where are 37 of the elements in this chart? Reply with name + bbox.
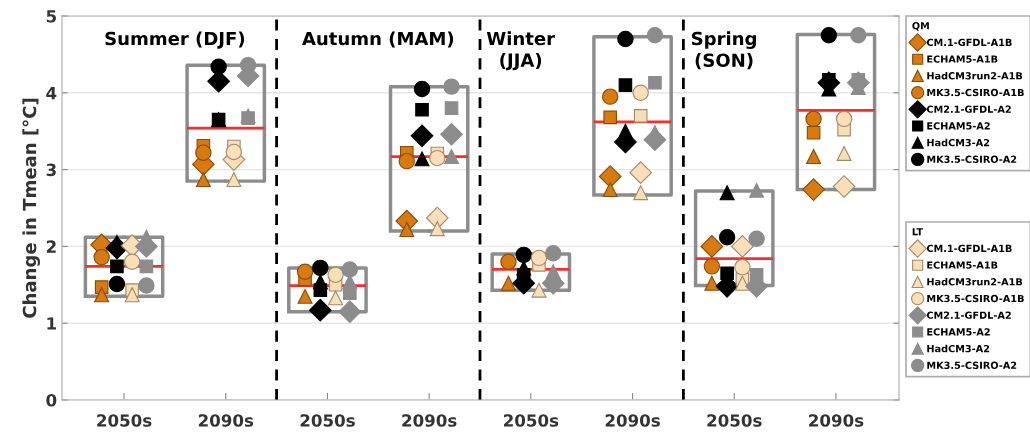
legend-label: CM2.1-GFDL-A2 — [926, 311, 1011, 319]
x-tick-label: 2050s — [97, 414, 152, 427]
text: LT — [912, 228, 923, 236]
annotation: Autumn (MAM) — [302, 31, 454, 48]
legend-label: ECHAM5-A2 — [927, 328, 990, 336]
legend-label: HadCM3run2-A1B — [927, 71, 1023, 80]
legend-label: MK3.5-CSIRO-A1B — [927, 294, 1024, 303]
legend-label: ECHAM5-A1B — [927, 55, 998, 63]
legend-label: MK3.5-CSIRO-A1B — [927, 88, 1024, 97]
y-tick-label: 5 — [46, 10, 56, 23]
annotation: Winter (JJA) — [486, 31, 555, 71]
y-tick-label: 4 — [46, 86, 57, 100]
y-axis-title: Change in Tmean [°C] — [22, 98, 40, 318]
x-tick-label: 2050s — [300, 414, 355, 427]
x-tick-label: 2050s — [504, 414, 559, 427]
x-tick-label: 2050s — [707, 414, 762, 427]
x-tick-label: 2090s — [809, 414, 864, 427]
legend-label: HadCM3run2-A1B — [927, 277, 1023, 286]
y-tick-label: 3 — [46, 163, 56, 177]
annotation: Summer (DJF) — [105, 31, 245, 49]
legend-label: CM2.1-GFDL-A2 — [926, 105, 1011, 113]
x-tick-label: 2090s — [198, 414, 254, 427]
x-tick-label: 2090s — [605, 414, 660, 427]
legend-label: CM.1-GFDL-A1B — [926, 38, 1012, 47]
text: QM — [912, 22, 929, 31]
annotation: Spring (SON) — [691, 31, 756, 70]
legend-label: MK3.5-CSIRO-A2 — [927, 361, 1017, 369]
legend-label: ECHAM5-A1B — [927, 261, 998, 269]
legend-label: HadCM3-A2 — [927, 344, 990, 353]
y-tick-label: 0 — [46, 393, 57, 407]
y-tick-label: 2 — [46, 240, 56, 253]
x-tick-label: 2090s — [402, 414, 457, 427]
legend-label: CM.1-GFDL-A1B — [926, 244, 1012, 253]
legend-label: MK3.5-CSIRO-A2 — [927, 155, 1017, 163]
y-tick-label: 1 — [47, 317, 56, 330]
legend-label: ECHAM5-A2 — [927, 122, 990, 130]
legend-label: HadCM3-A2 — [927, 138, 990, 147]
